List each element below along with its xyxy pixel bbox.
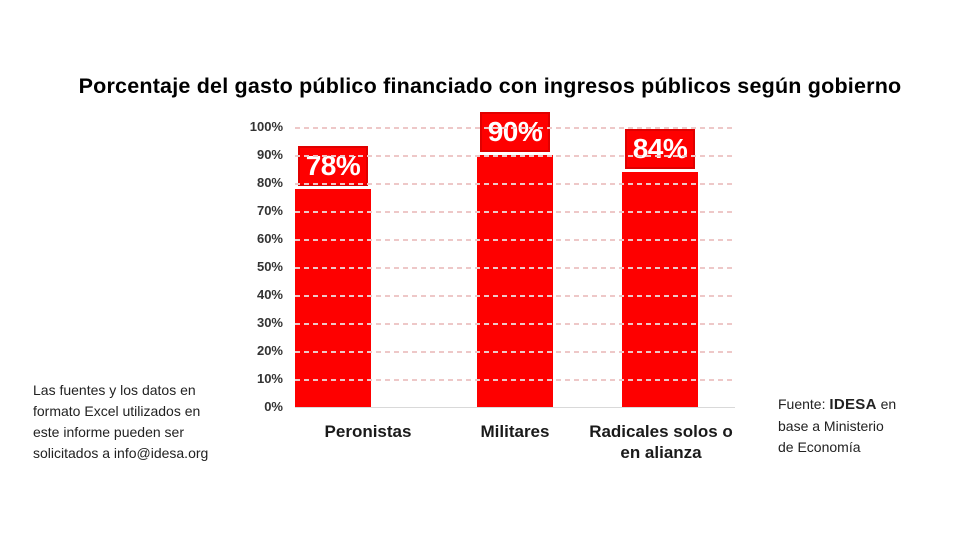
source-prefix: Fuente:: [778, 396, 830, 412]
source-note-line: base a Ministerio: [778, 417, 884, 434]
y-axis-tick-label: 60%: [256, 231, 283, 246]
bar-militares: [622, 171, 698, 407]
gridline: [295, 323, 735, 325]
gridline: [295, 211, 735, 213]
x-axis-label-line: Radicales solos o: [589, 422, 733, 441]
y-axis-tick-label: 10%: [256, 371, 283, 386]
y-axis-tick-label: 20%: [256, 343, 283, 358]
y-axis-tick-label: 40%: [256, 287, 283, 302]
y-axis-tick-label: 100%: [249, 119, 283, 134]
bar-value-label-militares: 84%: [625, 128, 695, 169]
x-axis-label-line: Militares: [480, 422, 550, 441]
gridline: [295, 127, 735, 129]
gridline: [295, 267, 735, 269]
footnote-data-request: Las fuentes y los datos en formato Excel…: [33, 380, 208, 464]
source-org-name: IDESA: [829, 396, 877, 413]
x-axis-label-radicales: Radicales solos o en alianza: [571, 421, 751, 463]
chart-title: Porcentaje del gasto público financiado …: [78, 74, 902, 98]
footnote-line: este informe pueden ser: [33, 424, 184, 440]
y-axis: 100% 90% 80% 70% 60% 50% 40% 30% 20% 10% 0%: [228, 119, 283, 414]
x-axis-label-peronistas: Peronistas: [278, 421, 458, 442]
plot-area: 90% 84% 78%: [295, 112, 735, 408]
source-note-line: de Economía: [778, 439, 861, 455]
gridline: [295, 239, 735, 241]
footnote-line: Las fuentes y los datos en: [33, 382, 196, 398]
x-axis-line: [295, 407, 735, 408]
source-suffix: en: [876, 396, 897, 412]
y-axis-tick-label: 30%: [256, 315, 283, 330]
y-axis-tick-label: 80%: [256, 175, 283, 190]
bar-value-label-peronistas: 90%: [480, 112, 550, 152]
bar-group-peronistas: 90%: [477, 112, 553, 407]
gridline: [295, 183, 735, 185]
gridline: [295, 155, 735, 157]
source-note: Fuente: IDESA en base a Ministerio de Ec…: [778, 394, 896, 459]
gridline: [295, 379, 735, 381]
y-axis-tick-label: 50%: [256, 259, 283, 274]
footnote-line: formato Excel utilizados en: [33, 403, 201, 419]
source-note-line: Fuente: IDESA en: [778, 394, 896, 416]
bar-peronistas: [477, 155, 553, 407]
y-axis-tick-label: 0%: [264, 399, 283, 414]
x-axis-label-line: en alianza: [620, 443, 702, 462]
footnote-line: solicitados a info@idesa.org: [33, 445, 209, 461]
bar-value-label-radicales: 78%: [298, 145, 368, 186]
bar-radicales: [295, 188, 371, 407]
x-axis-label-line: Peronistas: [324, 422, 412, 441]
gridline: [295, 295, 735, 297]
bar-group-radicales: 78%: [295, 127, 371, 407]
y-axis-tick-label: 90%: [256, 147, 283, 162]
gridline: [295, 351, 735, 353]
x-axis-label-militares: Militares: [425, 421, 605, 442]
y-axis-tick-label: 70%: [256, 203, 283, 218]
